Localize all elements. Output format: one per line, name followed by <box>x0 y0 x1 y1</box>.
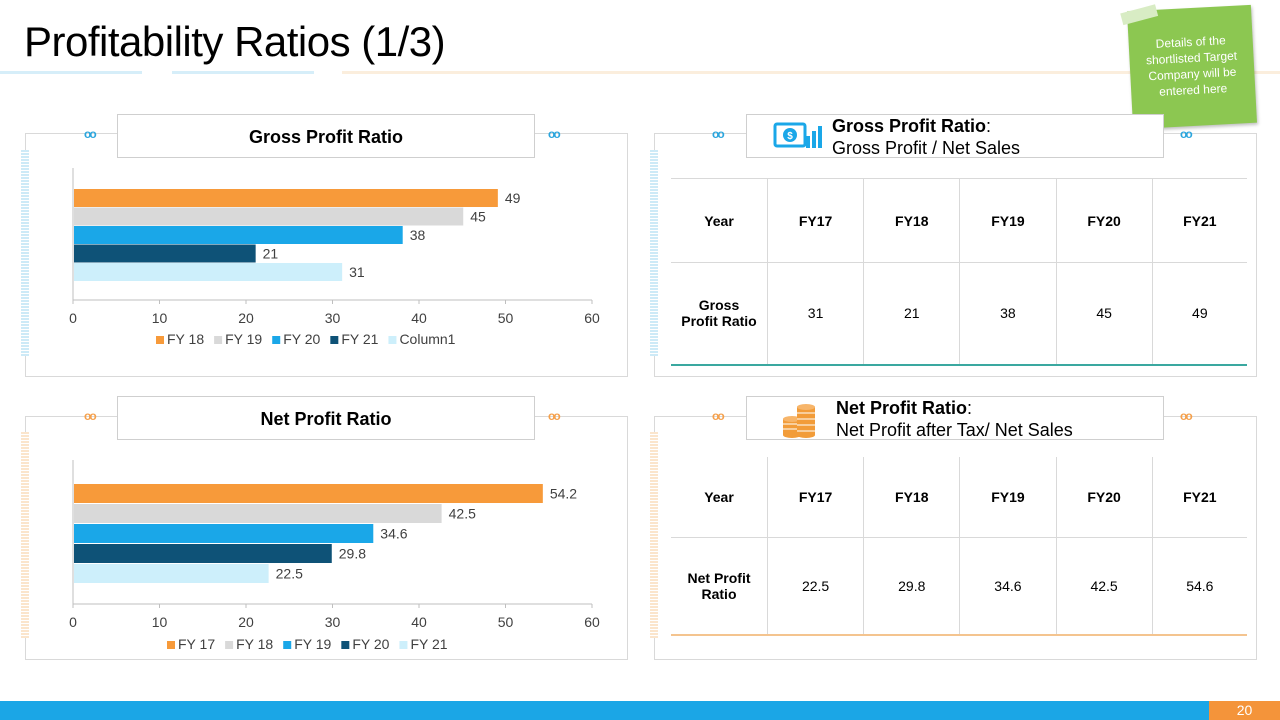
gross-table-value-fy18: 21 <box>863 262 961 365</box>
page-title: Profitability Ratios (1/3) <box>24 18 446 65</box>
gross-table-value-fy20: 45 <box>1055 262 1153 365</box>
svg-text:$: $ <box>787 131 793 142</box>
gross-formula-text: Gross Profit / Net Sales <box>832 138 1021 158</box>
gross-table-value-fy21: 49 <box>1151 262 1247 365</box>
net-table-side-bar <box>650 432 658 638</box>
gross-chart-title-box: Gross Profit Ratio <box>117 114 535 158</box>
net-table-header-fy18: FY18 <box>863 457 961 538</box>
gross-formula-colon: : <box>986 116 992 136</box>
net-chart-title: Net Profit Ratio <box>260 409 392 429</box>
gross-table-value-fy17: 31 <box>766 262 865 365</box>
net-formula-label: Net Profit Ratio <box>836 398 968 418</box>
gross-formula-label: Gross Profit Ratio <box>832 116 987 136</box>
title-underline-3 <box>342 71 1280 74</box>
net-formula-box <box>746 396 1164 440</box>
gross-table-header-fy17: FY17 <box>766 178 865 263</box>
net-table-value-fy19: 34.6 <box>959 537 1057 635</box>
net-table-dots-left: oo <box>712 409 725 423</box>
gross-chart-side-bar <box>21 150 29 356</box>
net-table-header-fy20: FY20 <box>1055 457 1153 538</box>
gross-table-side-bar <box>650 150 658 356</box>
net-table-value-fy20: 42.5 <box>1055 537 1153 635</box>
gross-table-header-fy18: FY18 <box>863 178 961 263</box>
sticky-note: Details of the shortlisted Target Compan… <box>1120 4 1258 130</box>
net-chart-dots-right: oo <box>548 409 561 423</box>
net-table-header-year: Year <box>671 457 768 538</box>
gross-table-header-fy21: FY21 <box>1151 178 1247 263</box>
gross-chart-dots-left: oo <box>84 127 97 141</box>
footer-bar <box>0 701 1280 720</box>
net-chart-dots-left: oo <box>84 409 97 423</box>
net-chart-side-bar <box>21 432 29 638</box>
title-underline-1 <box>0 71 142 74</box>
net-table-row-label: Net Profit Ratio <box>671 537 768 635</box>
net-table-value-fy18: 29.8 <box>863 537 961 635</box>
net-ratio-table: Year FY17 FY18 FY19 FY20 FY21 Net Profit… <box>671 457 1247 636</box>
gross-chart-dots-right: oo <box>548 127 561 141</box>
net-chart-title-box: Net Profit Ratio <box>117 396 535 440</box>
net-table-header-fy17: FY17 <box>766 457 865 538</box>
gross-formula-title: Gross Profit Ratio: <box>832 116 991 137</box>
gross-chart-panel <box>25 133 628 377</box>
net-table-dots-right: oo <box>1180 409 1193 423</box>
sticky-tape <box>1120 4 1159 26</box>
net-table-value-fy21: 54.6 <box>1151 537 1247 635</box>
page-number: 20 <box>1209 701 1280 720</box>
net-chart-panel <box>25 416 628 660</box>
coins-icon <box>783 404 815 438</box>
gross-table-header-fy20: FY20 <box>1055 178 1153 263</box>
gross-table-dots-left: oo <box>712 127 725 141</box>
net-table-header-fy19: FY19 <box>959 457 1057 538</box>
net-table-value-fy17: 22.5 <box>766 537 865 635</box>
sticky-note-text: Details of the shortlisted Target Compan… <box>1145 33 1238 99</box>
money-chart-icon: $ <box>773 122 822 148</box>
net-table-header-fy21: FY21 <box>1151 457 1247 538</box>
gross-chart-title: Gross Profit Ratio <box>248 127 404 147</box>
net-formula-title: Net Profit Ratio: <box>836 398 972 419</box>
gross-table-header-fy19: FY19 <box>959 178 1057 263</box>
title-underline-2 <box>172 71 314 74</box>
gross-table-header-year: Year <box>671 178 768 263</box>
net-formula-text: Net Profit after Tax/ Net Sales <box>836 420 1073 440</box>
net-formula-colon: : <box>967 398 973 418</box>
gross-ratio-table: Year FY17 FY18 FY19 FY20 FY21 Gross Prof… <box>671 178 1247 366</box>
gross-table-dots-right: oo <box>1180 127 1193 141</box>
gross-table-value-fy19: 38 <box>959 262 1057 365</box>
gross-table-row-label: Gross Profit Ratio <box>671 262 768 365</box>
